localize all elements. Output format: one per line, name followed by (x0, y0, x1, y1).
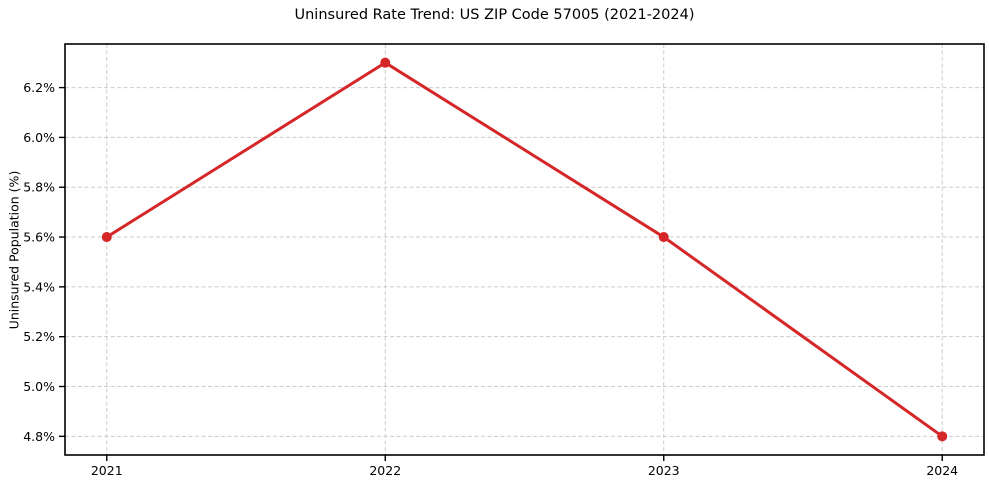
y-tick-label: 6.0% (23, 130, 55, 145)
data-point (937, 431, 948, 442)
data-point (101, 232, 112, 243)
x-tick-label: 2024 (926, 463, 958, 478)
x-tick-label: 2021 (91, 463, 123, 478)
y-tick-label: 5.8% (23, 180, 55, 195)
y-tick-label: 5.0% (23, 379, 55, 394)
data-point (380, 57, 391, 68)
y-tick-label: 6.2% (23, 80, 55, 95)
x-tick-label: 2022 (369, 463, 401, 478)
data-point (658, 232, 669, 243)
y-tick-label: 5.6% (23, 230, 55, 245)
x-tick-label: 2023 (648, 463, 680, 478)
chart-title: Uninsured Rate Trend: US ZIP Code 57005 … (294, 7, 695, 23)
plot-border (64, 43, 985, 456)
y-tick-label: 5.4% (23, 279, 55, 294)
trend-line (105, 61, 944, 438)
y-tick-label: 5.2% (23, 329, 55, 344)
y-tick-label: 4.8% (23, 429, 55, 444)
